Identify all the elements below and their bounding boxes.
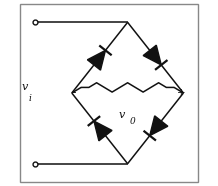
Text: v: v	[119, 110, 125, 120]
Text: +: +	[177, 88, 186, 98]
Polygon shape	[150, 116, 168, 136]
Polygon shape	[143, 45, 161, 65]
Polygon shape	[87, 50, 106, 70]
Text: -: -	[72, 86, 76, 100]
Polygon shape	[94, 121, 112, 141]
Text: i: i	[29, 94, 31, 103]
Text: v: v	[21, 82, 27, 92]
Text: 0: 0	[129, 117, 135, 126]
